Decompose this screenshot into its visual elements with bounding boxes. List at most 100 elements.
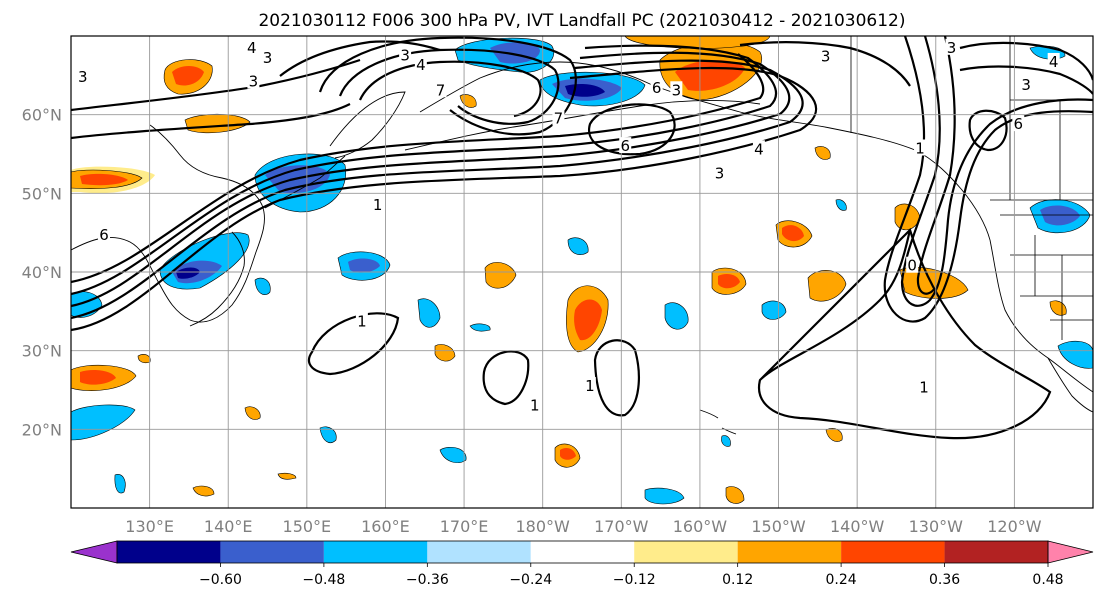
longitude-tick-label: 140°W (830, 517, 885, 536)
na-west-coastline (989, 239, 1093, 393)
longitude-tick-labels: 130°E 140°E 150°E 160°E 170°E 180°W 170°W 160°W… (125, 517, 1041, 536)
colorbar-extend-min (70, 540, 118, 564)
arc-contour (358, 60, 542, 118)
contour-label: 4 (416, 56, 426, 74)
longitude-tick-label: 160°E (361, 517, 410, 536)
latitude-tick-label: 30°N (22, 342, 62, 361)
contour-label: 3 (78, 68, 88, 86)
contour-label-background (670, 81, 683, 98)
closed-contour (307, 312, 400, 376)
contour-label-background (583, 377, 596, 394)
positive-anomaly-patch (718, 274, 740, 289)
positive-anomaly-patch (172, 66, 204, 86)
contour-label-background (76, 67, 89, 84)
contour-label-background (245, 38, 258, 55)
closed-contour (593, 339, 640, 417)
negative-anomaly-patch (71, 404, 136, 441)
contour-label: 1 (919, 379, 929, 397)
contour-label: 7 (554, 110, 564, 128)
polar-contour (71, 103, 351, 140)
positive-anomaly-patch (80, 370, 116, 385)
negative-anomaly-patch (348, 258, 380, 273)
contour-label-background (752, 140, 765, 157)
positive-anomaly-patch (814, 146, 831, 160)
arc-contour (318, 36, 577, 136)
negative-anomaly-patch (254, 277, 271, 295)
california-trough-contour (916, 36, 956, 295)
contour-label: 4 (754, 140, 764, 158)
longitude-tick-label: 130°W (909, 517, 964, 536)
contour-label: 3 (821, 47, 831, 65)
negative-anomaly-patch (721, 435, 731, 447)
colorbar-tick-label: −0.24 (509, 572, 552, 588)
negative-anomaly-patch (644, 487, 685, 505)
contour-label-background (552, 109, 565, 126)
polar-contour (739, 41, 911, 87)
contour-label-background (619, 137, 632, 154)
contour-label: 3 (672, 81, 682, 99)
contour-label-background (945, 38, 958, 55)
contour-label-background (1047, 52, 1060, 69)
contour-label-background (261, 49, 274, 66)
graticule (71, 36, 1093, 508)
contour-label-background (247, 72, 260, 89)
colorbar-tick-label: 0.48 (1032, 572, 1063, 588)
colorbar-segment (944, 541, 1048, 563)
figure-title: 2021030112 F006 300 hPa PV, IVT Landfall… (258, 11, 905, 31)
contour-label-background (399, 46, 412, 63)
contour-label: 3 (1021, 76, 1031, 94)
map-frame (70, 35, 1094, 509)
negative-anomaly-patch (1040, 205, 1080, 226)
colorbar-tick-label: −0.48 (302, 572, 345, 588)
colorbar-segment (323, 541, 428, 563)
positive-anomaly-patch (725, 486, 745, 504)
contour-label: 4 (1049, 53, 1059, 71)
longitude-tick-label: 130°E (125, 517, 174, 536)
contour-label-background (434, 81, 447, 98)
colorbar-extend-max (1047, 540, 1094, 564)
contour-label: 1 (585, 377, 595, 395)
us-state-borders (1000, 214, 1093, 340)
longitude-tick-label: 170°W (594, 517, 649, 536)
arc-contour (338, 48, 560, 125)
contour-label: 3 (249, 73, 259, 91)
negative-anomaly-patch (417, 298, 441, 328)
longitude-tick-label: 170°E (440, 517, 489, 536)
colorbar-tick-label: 0.36 (929, 572, 960, 588)
latitude-tick-labels: 20°N 30°N 40°N 50°N 60°N (22, 106, 62, 440)
colorbar-segment (530, 541, 635, 563)
contour-label: 6 (620, 137, 630, 155)
contour-label: 3 (263, 49, 273, 67)
positive-anomaly-patch (80, 173, 128, 186)
colorbar-tick-label: 0.12 (722, 572, 753, 588)
positive-anomaly-patch (807, 270, 847, 302)
baja-coastline (1047, 357, 1093, 413)
longitude-tick-label: 180°W (516, 517, 571, 536)
colorbar-segment (634, 541, 738, 563)
contour-label: 1 (357, 313, 367, 331)
positive-anomaly-patch (434, 344, 456, 362)
contour-label: 3 (715, 165, 725, 183)
negative-anomaly-patch (567, 237, 589, 255)
colorbar-tick-label: −0.60 (199, 572, 242, 588)
contour-label: 4 (247, 39, 257, 57)
positive-anomaly-patch (192, 485, 215, 497)
contour-label-background (906, 256, 919, 273)
closed-contour (968, 109, 1008, 152)
negative-anomaly-patch (835, 199, 847, 211)
negative-anomaly-patch (439, 447, 467, 463)
contour-label: 0 (907, 257, 917, 275)
hawaii-islands (699, 409, 737, 435)
coastlines (71, 61, 1093, 435)
negative-anomaly-patch (664, 302, 689, 330)
contour-label-background (98, 226, 111, 243)
contour-label: 6 (1014, 115, 1024, 133)
kamchatka-coastline (329, 91, 406, 159)
contour-label-background (371, 196, 384, 213)
japan-coastline (189, 231, 245, 327)
positive-anomaly-patch (277, 472, 297, 480)
contour-label: 1 (530, 397, 540, 415)
colorbar-segment (427, 541, 531, 563)
